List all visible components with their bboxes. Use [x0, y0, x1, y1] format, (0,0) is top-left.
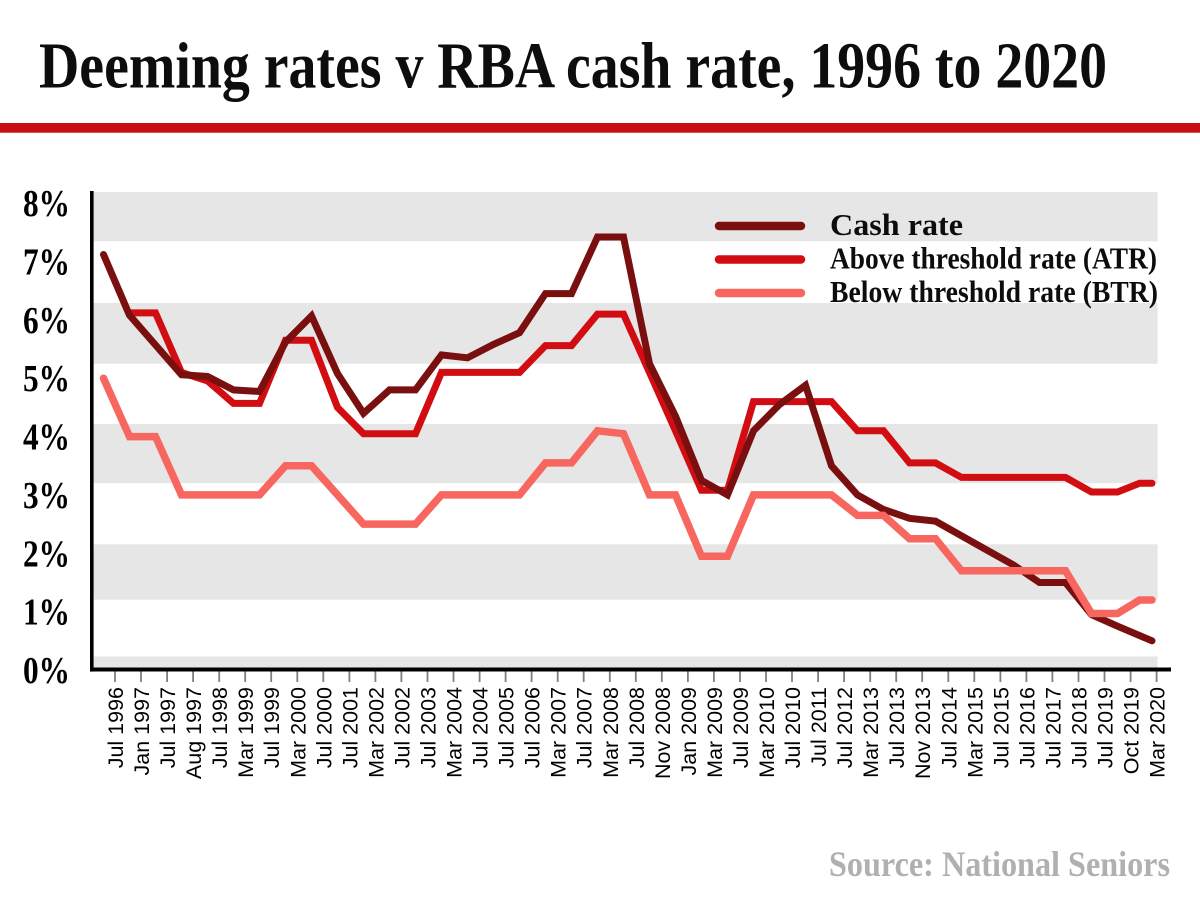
- svg-text:0%: 0%: [23, 650, 70, 692]
- svg-text:Nov 2008: Nov 2008: [651, 687, 675, 779]
- svg-text:Mar 2020: Mar 2020: [1146, 687, 1170, 778]
- svg-text:Mar 2002: Mar 2002: [364, 687, 388, 778]
- svg-text:3%: 3%: [23, 475, 70, 517]
- svg-text:Mar 2000: Mar 2000: [286, 687, 310, 778]
- svg-text:Jul 2008: Jul 2008: [625, 687, 649, 768]
- svg-text:Aug 1997: Aug 1997: [182, 687, 206, 779]
- svg-text:Mar 2004: Mar 2004: [443, 687, 467, 778]
- svg-text:Jul 2001: Jul 2001: [338, 687, 362, 768]
- svg-text:Jul 2012: Jul 2012: [833, 687, 857, 768]
- svg-text:2%: 2%: [23, 533, 70, 575]
- svg-text:Jul 2009: Jul 2009: [729, 687, 753, 768]
- svg-text:Jul 2007: Jul 2007: [573, 687, 597, 768]
- svg-text:Jul 1996: Jul 1996: [104, 687, 128, 768]
- svg-text:Above threshold rate (ATR): Above threshold rate (ATR): [830, 241, 1157, 276]
- svg-text:Jan 2009: Jan 2009: [677, 687, 701, 775]
- svg-text:Jul 2006: Jul 2006: [521, 687, 545, 768]
- svg-text:Jul 2000: Jul 2000: [312, 687, 336, 768]
- svg-text:Jul 1997: Jul 1997: [156, 687, 180, 768]
- svg-text:Below threshold rate (BTR): Below threshold rate (BTR): [830, 274, 1158, 309]
- svg-text:Mar 2013: Mar 2013: [859, 687, 883, 778]
- svg-text:Jul 2013: Jul 2013: [885, 687, 909, 768]
- svg-text:Jul 2010: Jul 2010: [781, 687, 805, 768]
- svg-text:Jul 2017: Jul 2017: [1041, 687, 1065, 768]
- svg-text:Source: National Seniors: Source: National Seniors: [829, 844, 1170, 884]
- svg-text:Mar 2015: Mar 2015: [963, 687, 987, 778]
- svg-text:Mar 2009: Mar 2009: [703, 687, 727, 778]
- svg-text:Jul 2019: Jul 2019: [1094, 687, 1118, 768]
- svg-text:8%: 8%: [23, 183, 70, 225]
- svg-text:Jul 2014: Jul 2014: [937, 687, 961, 768]
- svg-text:Jul 2005: Jul 2005: [495, 687, 519, 768]
- svg-text:Jul 2015: Jul 2015: [989, 687, 1013, 768]
- svg-text:Deeming rates v RBA cash rate,: Deeming rates v RBA cash rate, 1996 to 2…: [39, 30, 1107, 103]
- svg-text:Jul 2016: Jul 2016: [1015, 687, 1039, 768]
- svg-text:Cash rate: Cash rate: [830, 207, 963, 242]
- svg-text:5%: 5%: [23, 358, 70, 400]
- svg-text:Nov 2013: Nov 2013: [911, 687, 935, 779]
- svg-text:4%: 4%: [23, 417, 70, 459]
- svg-text:Mar 2008: Mar 2008: [599, 687, 623, 778]
- svg-text:Oct 2019: Oct 2019: [1120, 687, 1144, 774]
- svg-text:1%: 1%: [23, 592, 70, 634]
- svg-text:Jul 2004: Jul 2004: [469, 687, 493, 768]
- svg-text:6%: 6%: [23, 300, 70, 342]
- svg-text:Mar 2007: Mar 2007: [547, 687, 571, 778]
- svg-text:Jul 2018: Jul 2018: [1068, 687, 1092, 768]
- svg-text:Mar 1999: Mar 1999: [234, 687, 258, 778]
- svg-text:7%: 7%: [23, 242, 70, 284]
- svg-text:Jan 1997: Jan 1997: [130, 687, 154, 775]
- svg-text:Jul 1998: Jul 1998: [208, 687, 232, 768]
- svg-text:Mar 2010: Mar 2010: [755, 687, 779, 778]
- svg-text:Jul 2011: Jul 2011: [807, 687, 831, 767]
- svg-text:Jul 2002: Jul 2002: [390, 687, 414, 768]
- svg-text:Jul 1999: Jul 1999: [260, 687, 284, 768]
- svg-text:Jul 2003: Jul 2003: [417, 687, 441, 768]
